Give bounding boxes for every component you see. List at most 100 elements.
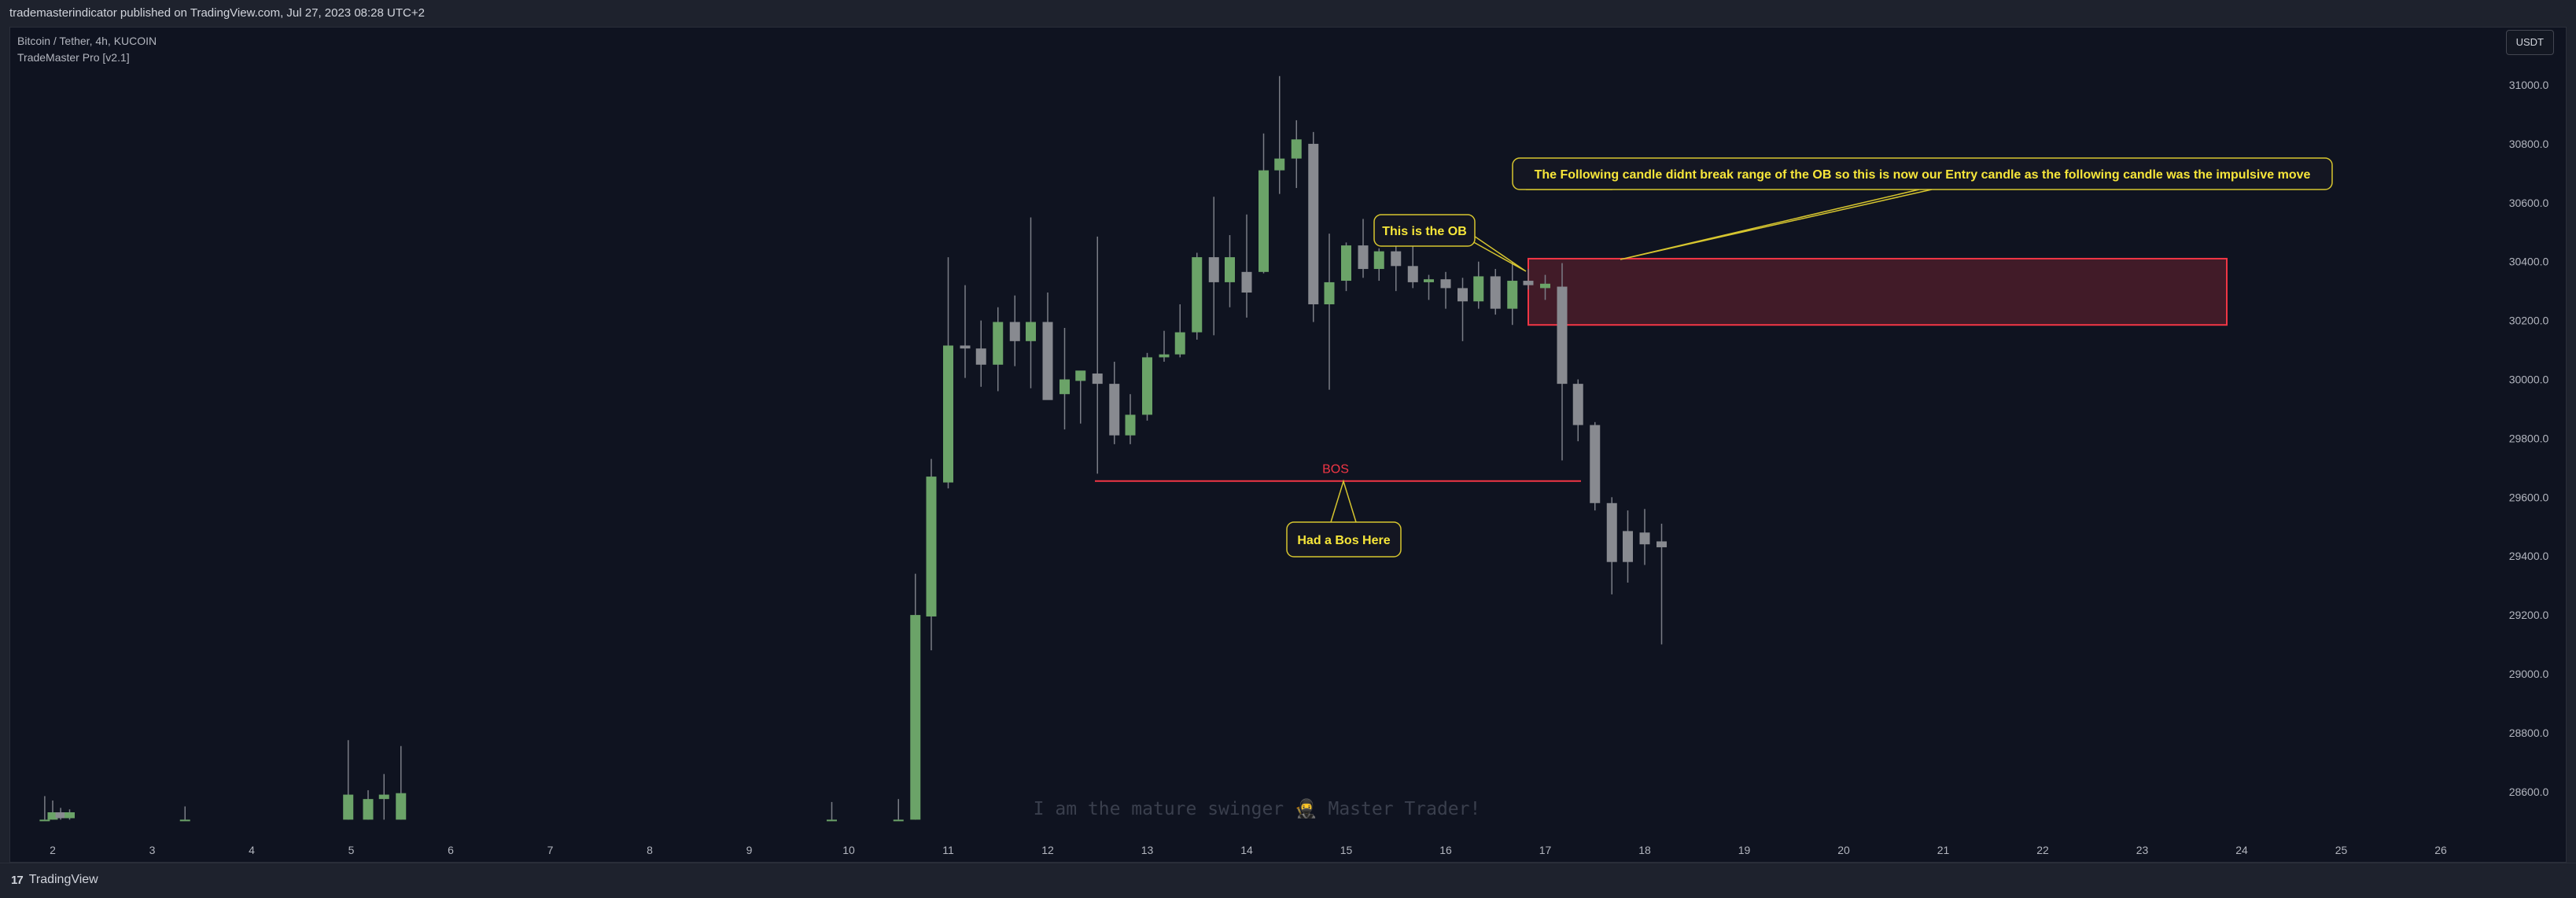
y-tick-label: 28600.0 (2509, 786, 2549, 798)
candle-body (1291, 139, 1302, 159)
candle-body (1407, 266, 1418, 282)
tradingview-brand[interactable]: 17 TradingView (11, 873, 98, 887)
x-tick-label: 3 (149, 844, 156, 856)
x-tick-label: 7 (547, 844, 554, 856)
candle-body (1224, 257, 1235, 282)
x-tick-label: 9 (746, 844, 753, 856)
candle-body (1540, 283, 1550, 289)
candle-body (1192, 257, 1203, 333)
symbol-line[interactable]: Bitcoin / Tether, 4h, KUCOIN (17, 35, 157, 47)
candle-body (1241, 271, 1252, 293)
x-tick-label: 2 (50, 844, 56, 856)
candle-body (1391, 251, 1402, 267)
publisher-line: trademasterindicator published on Tradin… (9, 6, 425, 20)
candle-body (39, 819, 50, 822)
x-tick-label: 13 (1141, 844, 1154, 856)
candle-body (1590, 425, 1601, 503)
ob-label-callout-pointer (1469, 232, 1527, 272)
candle-body (1557, 286, 1568, 385)
ob-label-callout-text: This is the OB (1382, 225, 1467, 238)
bos-note-callout-pointer (1330, 479, 1357, 523)
bos-note-callout-box (1286, 521, 1402, 558)
candle-body (1324, 282, 1335, 305)
candle-body (1473, 276, 1484, 302)
x-tick-label: 25 (2335, 844, 2348, 856)
y-tick-label: 31000.0 (2509, 79, 2549, 91)
candle-body (1208, 257, 1219, 282)
x-tick-label: 21 (1937, 844, 1950, 856)
ob-note-callout-pointer (1526, 189, 1933, 260)
y-tick-label: 29800.0 (2509, 432, 2549, 444)
ob-label-callout: This is the OB (1373, 214, 1527, 272)
candle-body (1606, 502, 1617, 562)
x-tick-label: 10 (842, 844, 855, 856)
y-tick-label: 30800.0 (2509, 138, 2549, 150)
candle-body (1009, 322, 1020, 341)
candle-body (926, 477, 937, 616)
candle-body (1622, 531, 1633, 562)
candle-body (1423, 279, 1434, 282)
candle-body (179, 819, 190, 822)
candle-body (1259, 170, 1270, 272)
x-tick-label: 5 (348, 844, 355, 856)
y-tick-label: 30200.0 (2509, 315, 2549, 327)
candle-body (396, 793, 407, 820)
candle-body (1274, 158, 1285, 171)
indicator-line[interactable]: TradeMaster Pro [v2.1] (17, 51, 130, 64)
candle-body (343, 794, 354, 820)
bos-note-callout: Had a Bos Here (1286, 479, 1402, 558)
candle-body (1109, 384, 1120, 436)
x-tick-label: 4 (249, 844, 255, 856)
x-tick-label: 22 (2036, 844, 2049, 856)
candle-body (826, 819, 837, 822)
y-tick-label: 29000.0 (2509, 668, 2549, 680)
y-tick-label: 30000.0 (2509, 374, 2549, 386)
candle-body (1341, 245, 1351, 282)
candle-body (1373, 251, 1384, 270)
y-tick-label: 29400.0 (2509, 550, 2549, 562)
candle-body (1025, 322, 1036, 341)
candle-body (1075, 370, 1086, 381)
candle-body (943, 345, 953, 483)
x-tick-label: 6 (448, 844, 454, 856)
candle-body (1174, 332, 1185, 355)
y-tick-label: 29600.0 (2509, 491, 2549, 503)
candle-body (975, 348, 986, 365)
candle-body (1657, 541, 1668, 547)
ob-note-callout-text: The Following candle didnt break range o… (1535, 168, 2311, 182)
y-tick-label: 28800.0 (2509, 727, 2549, 739)
order-block-zone (1527, 257, 2228, 326)
x-tick-label: 19 (1738, 844, 1751, 856)
candle-body (993, 322, 1004, 365)
candle-body (1458, 288, 1469, 302)
x-tick-label: 15 (1340, 844, 1353, 856)
x-tick-label: 23 (2136, 844, 2149, 856)
x-tick-label: 8 (647, 844, 653, 856)
x-tick-label: 14 (1240, 844, 1253, 856)
tradingview-logo-icon: 17 (11, 873, 24, 887)
x-tick-label: 20 (1837, 844, 1850, 856)
candle-body (910, 615, 921, 820)
candle-body (1440, 279, 1451, 289)
x-tick-label: 16 (1439, 844, 1452, 856)
candle-body (1572, 384, 1583, 425)
candle-body (1092, 374, 1103, 385)
candle-body (1523, 281, 1534, 285)
x-tick-label: 18 (1638, 844, 1651, 856)
chart-legend: Bitcoin / Tether, 4h, KUCOIN TradeMaster… (17, 33, 157, 66)
candle-body (1042, 322, 1053, 400)
candle-body (363, 799, 374, 820)
y-tick-label: 30600.0 (2509, 197, 2549, 209)
candle-body (1125, 414, 1136, 436)
x-tick-label: 17 (1539, 844, 1552, 856)
y-tick-label: 29200.0 (2509, 609, 2549, 621)
candle-body (960, 345, 971, 349)
publisher-bar: trademasterindicator published on Tradin… (0, 0, 2576, 27)
x-tick-label: 26 (2434, 844, 2447, 856)
bos-note-callout-text: Had a Bos Here (1297, 534, 1390, 547)
ob-note-callout: The Following candle didnt break range o… (1512, 157, 2333, 260)
currency-button[interactable]: USDT (2505, 30, 2554, 55)
x-tick-label: 24 (2235, 844, 2248, 856)
candle-body (1358, 245, 1369, 270)
